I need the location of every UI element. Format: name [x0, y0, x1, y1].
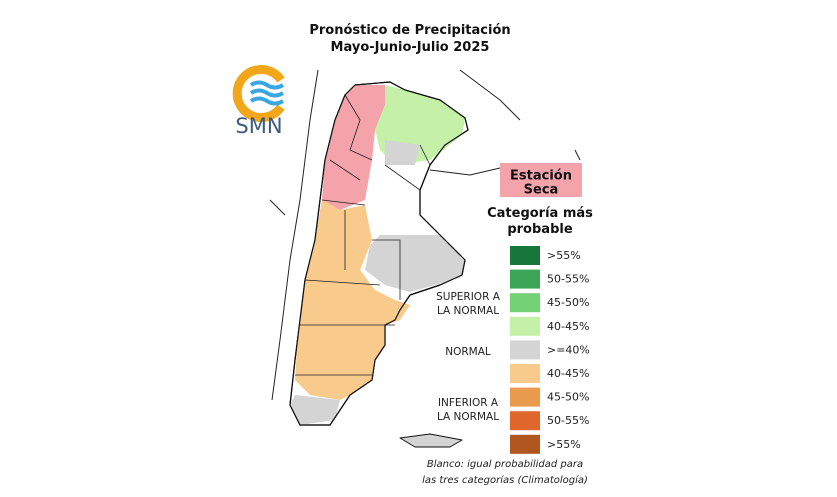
legend-label: 40-45% — [547, 320, 589, 333]
legend-label: 45-50% — [547, 391, 589, 404]
legend-swatch — [510, 411, 540, 431]
legend-label: >55% — [547, 438, 581, 451]
group-label: INFERIOR A — [438, 397, 499, 409]
subtitle: Mayo-Junio-Julio 2025 — [331, 40, 490, 55]
legend-swatch — [510, 364, 540, 383]
legend-swatch — [510, 340, 540, 360]
badge-text: Estación — [510, 169, 572, 184]
badge-text: Seca — [524, 183, 559, 198]
legend-title: probable — [507, 222, 572, 237]
legend-label: 40-45% — [547, 367, 589, 380]
group-label: LA NORMAL — [437, 411, 499, 423]
logo-text: SMN — [235, 114, 282, 138]
legend-label: >=40% — [547, 343, 590, 356]
legend-swatch — [510, 293, 540, 313]
legend-swatch — [510, 434, 540, 454]
legend-label: 50-55% — [547, 273, 589, 286]
title: Pronóstico de Precipitación — [309, 23, 510, 38]
map — [269, 69, 581, 448]
group-label: LA NORMAL — [437, 305, 499, 317]
group-label: SUPERIOR A — [436, 291, 501, 303]
legend-swatch — [510, 269, 540, 289]
footnote: Blanco: igual probabilidad para — [427, 459, 583, 470]
group-label: NORMAL — [445, 346, 491, 358]
legend-swatch — [510, 316, 540, 336]
legend-label: >55% — [547, 249, 581, 262]
legend-label: 45-50% — [547, 296, 589, 309]
footnote: las tres categorías (Climatología) — [422, 474, 588, 486]
legend-swatch — [510, 246, 540, 265]
logo: SMN — [232, 65, 285, 138]
legend-swatch — [510, 387, 540, 407]
legend-title: Categoría más — [487, 206, 593, 221]
badge — [500, 163, 582, 197]
legend-label: 50-55% — [547, 414, 589, 427]
